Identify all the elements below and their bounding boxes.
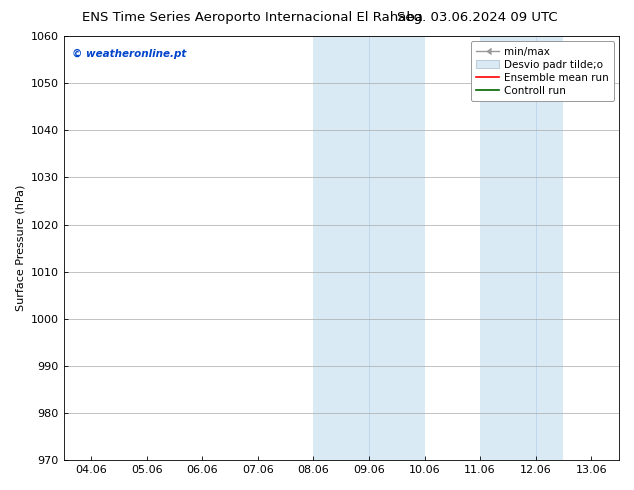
Legend: min/max, Desvio padr tilde;o, Ensemble mean run, Controll run: min/max, Desvio padr tilde;o, Ensemble m… <box>470 41 614 101</box>
Bar <box>480 36 564 460</box>
Text: ENS Time Series Aeroporto Internacional El Rahaba: ENS Time Series Aeroporto Internacional … <box>82 11 424 24</box>
Text: © weatheronline.pt: © weatheronline.pt <box>72 49 186 59</box>
Bar <box>313 36 425 460</box>
Y-axis label: Surface Pressure (hPa): Surface Pressure (hPa) <box>15 185 25 311</box>
Text: Seg. 03.06.2024 09 UTC: Seg. 03.06.2024 09 UTC <box>398 11 558 24</box>
